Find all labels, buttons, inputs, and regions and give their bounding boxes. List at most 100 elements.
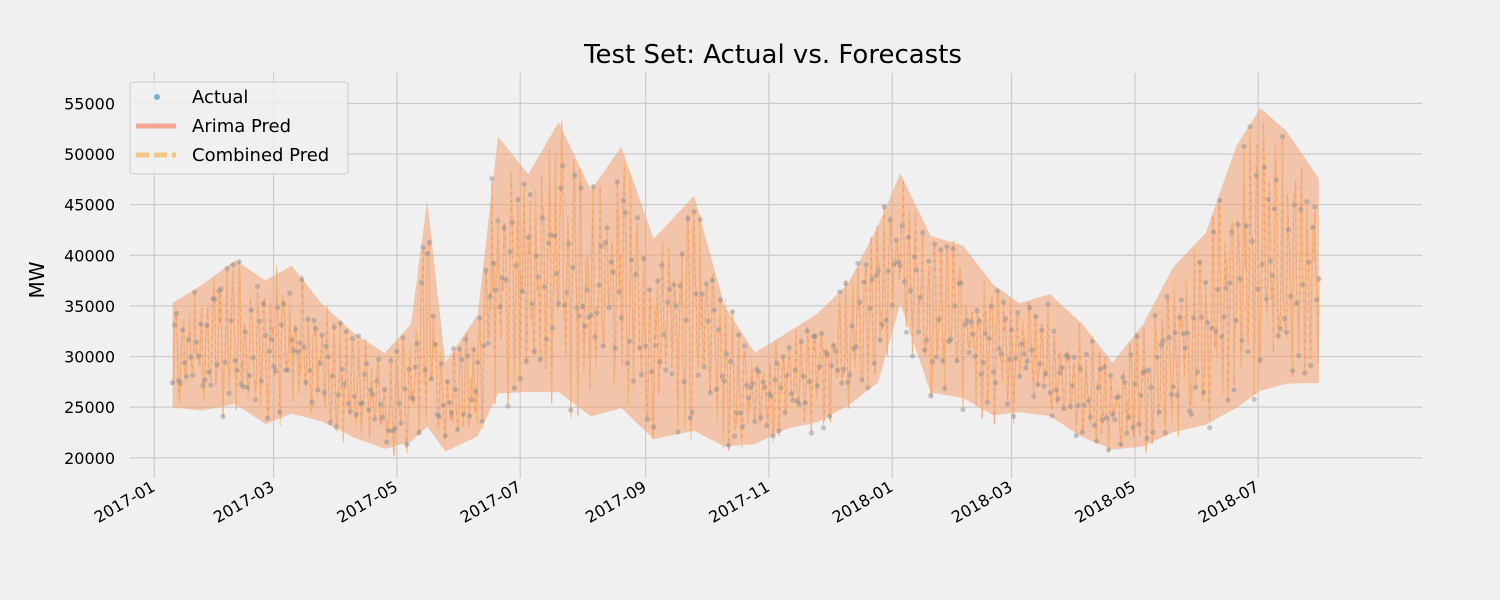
actual-point xyxy=(1075,402,1081,408)
actual-point xyxy=(653,343,659,349)
actual-point xyxy=(177,380,184,386)
actual-point xyxy=(1057,370,1063,376)
actual-point xyxy=(180,327,186,333)
actual-point xyxy=(875,268,881,274)
actual-point xyxy=(835,367,841,374)
actual-point xyxy=(258,378,264,384)
actual-point xyxy=(810,333,817,340)
actual-point xyxy=(525,234,531,240)
actual-point xyxy=(250,355,256,361)
actual-point xyxy=(351,394,357,400)
actual-point xyxy=(1205,320,1211,326)
actual-point xyxy=(1213,328,1219,334)
actual-point xyxy=(784,372,790,378)
actual-point xyxy=(1190,314,1197,321)
actual-point xyxy=(1265,196,1271,202)
actual-point xyxy=(408,394,414,400)
actual-point xyxy=(208,382,214,388)
actual-point xyxy=(661,332,667,338)
actual-point xyxy=(1178,297,1184,303)
actual-point xyxy=(228,318,234,324)
actual-point xyxy=(1281,316,1288,322)
actual-point xyxy=(517,376,523,382)
actual-point xyxy=(697,217,703,223)
actual-point xyxy=(863,261,869,268)
actual-point xyxy=(1286,227,1292,233)
actual-point xyxy=(260,301,266,307)
actual-point xyxy=(1269,272,1275,279)
legend-label-actual: Actual xyxy=(192,87,248,108)
actual-point xyxy=(489,176,495,182)
actual-point xyxy=(691,209,697,215)
actual-point xyxy=(772,377,778,383)
actual-point xyxy=(341,381,347,387)
actual-point xyxy=(677,283,683,289)
actual-point xyxy=(560,163,566,169)
actual-point xyxy=(287,290,293,296)
actual-point xyxy=(802,400,808,406)
actual-point xyxy=(713,386,720,392)
actual-point xyxy=(628,257,635,263)
actual-point xyxy=(495,218,501,224)
actual-point xyxy=(1065,354,1071,360)
actual-point xyxy=(410,396,416,402)
actual-point xyxy=(499,275,505,281)
actual-point xyxy=(1152,312,1158,318)
legend-label-combined: Combined Pred xyxy=(192,145,329,166)
actual-point xyxy=(331,324,337,330)
actual-point xyxy=(883,317,889,323)
actual-point xyxy=(847,372,853,378)
actual-point xyxy=(1122,379,1128,385)
actual-point xyxy=(1081,402,1087,408)
actual-point xyxy=(242,329,248,335)
actual-point xyxy=(602,240,608,246)
actual-point xyxy=(1093,438,1100,444)
actual-point xyxy=(376,356,382,362)
actual-point xyxy=(1176,314,1182,320)
actual-point xyxy=(1306,259,1312,265)
actual-point xyxy=(770,433,776,439)
actual-point xyxy=(1308,362,1314,369)
actual-point xyxy=(636,345,643,351)
actual-point xyxy=(833,348,839,354)
actual-point xyxy=(519,288,525,295)
actual-point xyxy=(940,357,946,363)
actual-point xyxy=(1203,279,1209,285)
actual-point xyxy=(386,428,392,434)
actual-point xyxy=(837,289,843,295)
actual-point xyxy=(471,347,477,353)
actual-point xyxy=(988,303,994,309)
actual-point xyxy=(960,406,966,413)
actual-point xyxy=(475,359,481,366)
actual-point xyxy=(590,184,596,190)
actual-point xyxy=(725,442,732,448)
actual-point xyxy=(1283,329,1290,335)
actual-point xyxy=(554,270,560,277)
actual-point xyxy=(511,385,517,391)
actual-point xyxy=(746,395,752,401)
actual-point xyxy=(827,413,833,419)
actual-point xyxy=(266,348,273,354)
actual-point xyxy=(944,244,950,250)
actual-point xyxy=(610,269,616,275)
actual-point xyxy=(416,429,422,436)
actual-point xyxy=(1249,238,1255,244)
actual-point xyxy=(297,340,303,346)
actual-point xyxy=(612,345,618,351)
actual-point xyxy=(529,301,536,307)
actual-point xyxy=(485,340,491,346)
actual-point xyxy=(740,423,746,429)
actual-point xyxy=(1102,364,1108,370)
actual-point xyxy=(418,279,424,286)
actual-point xyxy=(212,296,218,302)
actual-point xyxy=(972,353,978,359)
actual-point xyxy=(454,426,461,432)
actual-point xyxy=(184,373,190,380)
actual-point xyxy=(851,345,857,352)
actual-point xyxy=(1298,206,1304,212)
actual-point xyxy=(558,185,564,191)
actual-point xyxy=(1025,358,1031,364)
actual-point xyxy=(246,373,252,379)
actual-point xyxy=(1166,334,1172,341)
